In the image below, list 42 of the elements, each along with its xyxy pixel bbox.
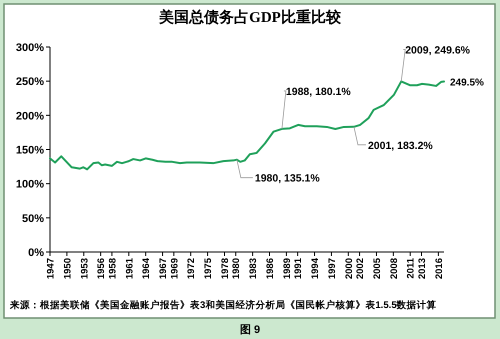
x-tick-label: 1947 [46, 258, 56, 280]
annotation: 1980, 135.1% [254, 172, 320, 185]
y-tick-label: 250% [16, 76, 44, 88]
chart-title: 美国总债务占GDP比重比较 [158, 8, 342, 26]
x-tick-label: 1975 [203, 257, 214, 280]
annotation: 249.5% [450, 78, 484, 89]
x-tick-label: 2013 [416, 258, 428, 280]
x-tick-label: 1997 [326, 258, 338, 280]
x-tick-label: 1969 [169, 258, 180, 280]
x-tick-label: 2008 [388, 258, 400, 280]
x-tick-label: 2000 [344, 258, 355, 280]
x-tick-label: 1972 [186, 258, 198, 280]
y-tick-label: 150% [16, 144, 44, 156]
x-tick-label: 1980 [231, 258, 242, 280]
x-tick-label: 2005 [372, 257, 383, 280]
x-tick-label: 1994 [310, 257, 322, 280]
x-tick-label: 1961 [124, 257, 136, 280]
x-tick-label: 1989 [282, 258, 293, 280]
x-tick-label: 1978 [220, 258, 231, 280]
annotation: 2009, 249.6% [405, 44, 471, 56]
x-tick-label: 1964 [141, 257, 152, 280]
x-tick-label: 1950 [62, 258, 74, 280]
y-tick-label: 50% [22, 212, 44, 225]
x-tick-label: 2011 [406, 257, 417, 279]
x-tick-label: 2002 [355, 258, 366, 280]
y-tick-label: 100% [16, 178, 44, 191]
x-tick-label: 1956 [96, 258, 108, 280]
y-tick-label: 0% [28, 247, 44, 259]
y-tick-label: 200% [16, 110, 44, 122]
x-tick-label: 1986 [265, 258, 276, 280]
x-tick-label: 1967 [158, 258, 170, 280]
source-note: 来源：根据美联储《美国金融账户报告》表3和美国经济分析局《国民帐户核算》表1.5.5数据计算 [9, 299, 437, 311]
x-tick-label: 1958 [107, 258, 118, 280]
x-tick-label: 1991 [293, 257, 304, 280]
line-series [49, 80, 445, 170]
x-tick-label: 2016 [434, 258, 445, 280]
annotation: 2001, 183.2% [368, 140, 434, 152]
x-tick-label: 1983 [248, 258, 260, 280]
annotation: 1988, 180.1% [286, 86, 352, 98]
x-tick-label: 1953 [79, 258, 90, 280]
y-tick-label: 300% [16, 42, 44, 54]
caption: 图 9 [240, 324, 260, 336]
